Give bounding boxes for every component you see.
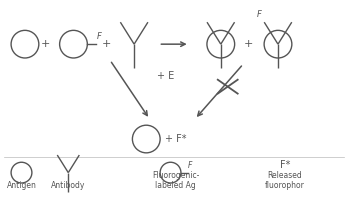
Text: +: + [102, 39, 111, 49]
Text: F: F [256, 10, 261, 19]
Text: +: + [41, 39, 50, 49]
Ellipse shape [264, 30, 292, 58]
Text: F*: F* [280, 160, 290, 170]
Text: Released
fluorophor: Released fluorophor [265, 171, 305, 190]
Text: Antigen: Antigen [7, 181, 37, 190]
Ellipse shape [11, 162, 32, 183]
Ellipse shape [11, 30, 39, 58]
Ellipse shape [160, 162, 181, 183]
Ellipse shape [60, 30, 87, 58]
Ellipse shape [207, 30, 235, 58]
Text: Fluorogenic-
labeled Ag: Fluorogenic- labeled Ag [152, 171, 199, 190]
Text: + E: + E [157, 71, 174, 81]
Ellipse shape [132, 125, 160, 153]
Text: + F*: + F* [165, 134, 187, 144]
Text: F: F [96, 32, 101, 41]
Text: Antibody: Antibody [51, 181, 86, 190]
Text: +: + [244, 39, 253, 49]
Text: F: F [188, 161, 192, 170]
